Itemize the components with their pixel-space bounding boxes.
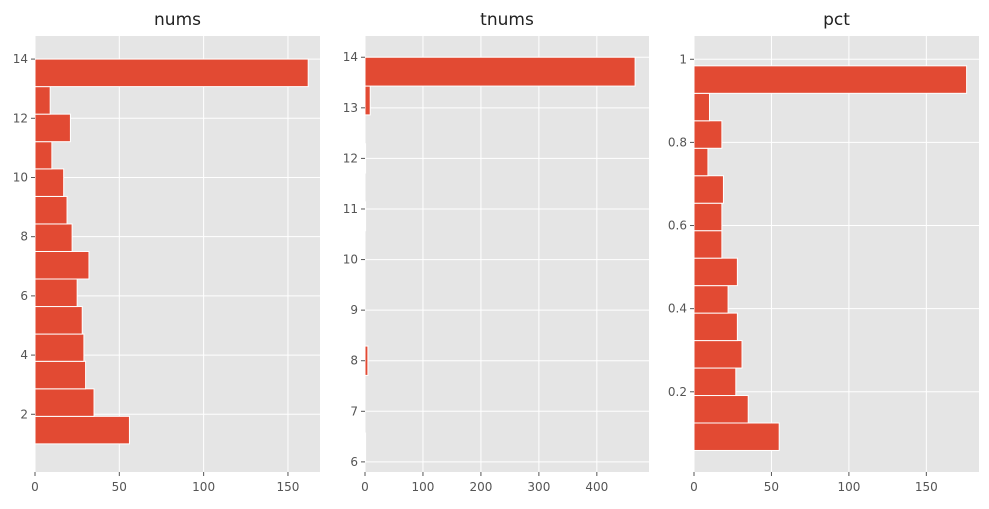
y-tick-label: 14 [13,52,28,66]
bar [693,65,968,94]
y-tick-label: 0.4 [668,302,687,316]
chart-title: nums [154,10,201,30]
x-tick-label: 0 [31,480,39,494]
bar [693,395,749,424]
bar [364,143,367,174]
y-tick-label: 0.2 [668,385,687,399]
x-tick-label: 150 [915,480,938,494]
bar [364,432,367,463]
bar [34,306,83,335]
y-tick-label: 9 [350,303,358,317]
chart-title: pct [823,10,850,30]
y-tick-label: 6 [350,455,358,469]
x-tick-label: 0 [690,480,698,494]
bar [693,285,729,314]
x-tick-label: 50 [112,480,127,494]
bar [693,367,737,397]
bar [693,175,724,204]
subplot-pct: 0 50 100 150 0.2 0.4 0.6 0.8 1 pct [668,10,979,494]
bar [693,312,738,342]
bar [34,168,65,197]
x-tick-label: 50 [764,480,779,494]
x-tick-label: 200 [469,480,492,494]
bar [34,113,71,143]
bar [364,85,371,116]
bar [34,141,53,170]
bar [364,56,636,87]
bar [693,120,723,149]
y-tick-label: 13 [343,101,358,115]
bar [364,345,369,376]
y-tick-label: 8 [20,230,28,244]
y-tick-label: 12 [343,151,358,165]
y-tick-label: 10 [343,253,358,267]
y-tick-label: 14 [343,50,358,64]
bar [34,195,68,225]
bar [693,230,723,259]
x-tick-label: 100 [412,480,435,494]
bar [34,250,90,280]
subplot-nums: 0 50 100 150 2 4 6 8 10 12 14 nums [13,10,320,494]
bar [34,278,78,308]
bar [34,86,51,115]
x-tick-label: 0 [361,480,369,494]
y-tick-label: 8 [350,354,358,368]
bar [693,92,710,122]
subplot-tnums: 0 100 200 300 400 6 7 8 9 10 11 12 13 14 tnums [343,10,649,494]
x-tick-label: 100 [837,480,860,494]
bar [693,147,709,177]
bar [34,360,87,390]
y-tick-label: 10 [13,170,28,184]
bar [693,257,738,287]
plot-area [365,36,649,472]
y-tick-label: 2 [20,407,28,421]
bar [364,201,367,232]
x-tick-label: 150 [277,480,300,494]
bar [34,415,130,445]
y-tick-label: 12 [13,111,28,125]
bar [693,340,743,369]
x-tick-label: 300 [527,480,550,494]
y-tick-label: 6 [20,289,28,303]
bar [34,223,73,252]
y-tick-label: 0.6 [668,219,687,233]
bar [34,388,95,417]
bar [34,58,309,88]
y-tick-label: 0.8 [668,135,687,149]
y-tick-label: 11 [343,202,358,216]
y-tick-label: 4 [20,348,28,362]
chart-title: tnums [480,10,534,30]
y-tick-label: 1 [679,52,687,66]
bar [693,202,723,232]
x-tick-label: 400 [585,480,608,494]
bar [693,422,780,451]
bar [34,333,85,362]
x-tick-label: 100 [192,480,215,494]
y-tick-label: 7 [350,404,358,418]
